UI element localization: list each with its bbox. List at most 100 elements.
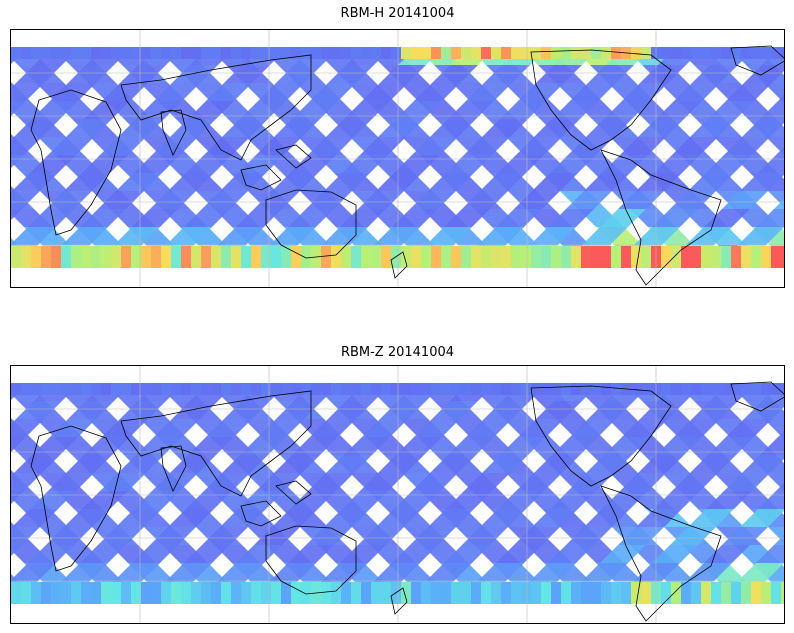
- swath-segment: [432, 65, 478, 83]
- polar-band-north: [711, 47, 721, 59]
- polar-band-north: [601, 383, 611, 395]
- polar-band-south: [621, 582, 631, 604]
- polar-band-north: [341, 47, 351, 59]
- swath-segment: [516, 473, 562, 491]
- polar-band-north: [101, 47, 111, 59]
- polar-band-south: [711, 246, 721, 268]
- polar-band-south: [421, 246, 431, 268]
- polar-band-north: [571, 47, 581, 59]
- swath-segment: [498, 491, 544, 509]
- swath-segment: [602, 155, 648, 173]
- polar-band-south: [121, 246, 131, 268]
- swath-segment: [432, 401, 478, 419]
- swath-segment: [272, 509, 318, 527]
- polar-band-north: [131, 47, 141, 59]
- swath-segment: [11, 209, 22, 220]
- swath-segment: [600, 209, 646, 227]
- polar-band-south: [81, 246, 91, 268]
- swath-segment: [48, 137, 94, 155]
- polar-band-south: [481, 582, 491, 604]
- swath-segment: [478, 227, 524, 245]
- polar-band-south: [541, 246, 551, 268]
- polar-band-south: [461, 246, 471, 268]
- swath-segment: [496, 209, 542, 227]
- polar-band-north: [551, 383, 561, 395]
- swath-segment: [686, 227, 732, 245]
- swath-segment: [100, 473, 146, 491]
- polar-band-north: [281, 47, 291, 59]
- polar-band-south: [11, 246, 21, 268]
- swath-segment: [634, 227, 680, 245]
- polar-band-south: [261, 582, 271, 604]
- polar-band-south: [241, 246, 251, 268]
- polar-band-south: [301, 246, 311, 268]
- swath-segment: [328, 401, 374, 419]
- polar-band-north: [161, 47, 171, 59]
- swath-segment: [738, 563, 784, 581]
- polar-band-south: [451, 582, 461, 604]
- swath-segment: [410, 191, 456, 209]
- swath-segment: [744, 401, 784, 419]
- swath-segment: [656, 101, 702, 119]
- swath-segment: [254, 527, 300, 545]
- polar-band-north: [561, 47, 571, 59]
- swath-segment: [168, 173, 214, 191]
- polar-band-south: [461, 582, 471, 604]
- polar-band-south: [671, 582, 681, 604]
- polar-band-north: [181, 47, 191, 59]
- swath-segment: [518, 83, 564, 101]
- swath-segment: [446, 155, 492, 173]
- polar-band-south: [511, 582, 521, 604]
- polar-band-south: [321, 582, 331, 604]
- polar-band-north: [671, 383, 681, 395]
- swath-segment: [100, 137, 146, 155]
- swath-segment: [184, 209, 230, 227]
- swath-segment: [270, 227, 316, 245]
- polar-band-south: [101, 246, 111, 268]
- polar-band-north: [421, 383, 431, 395]
- swath-segment: [552, 437, 598, 455]
- polar-band-south: [551, 582, 561, 604]
- swath-segment: [428, 173, 474, 191]
- swath-segment: [16, 65, 62, 83]
- swath-segment: [184, 545, 230, 563]
- polar-band-north: [341, 383, 351, 395]
- polar-band-north: [531, 383, 541, 395]
- swath-segment: [186, 155, 232, 173]
- swath-segment: [622, 419, 668, 437]
- polar-band-south: [701, 582, 711, 604]
- coastlines: [30, 45, 784, 286]
- swath-segment: [462, 527, 508, 545]
- polar-band-south: [361, 582, 371, 604]
- polar-band-north: [301, 47, 311, 59]
- polar-band-north: [511, 383, 521, 395]
- polar-band-north: [471, 383, 481, 395]
- swath-segment: [618, 527, 664, 545]
- swath-segment: [484, 401, 530, 419]
- polar-band-north: [431, 383, 441, 395]
- swath-segment: [188, 437, 234, 455]
- swath-segment: [132, 545, 178, 563]
- swath-segment: [206, 83, 252, 101]
- swath-segment: [672, 137, 718, 155]
- swath-segment: [430, 119, 476, 137]
- swath-segment: [222, 119, 268, 137]
- polar-band-south: [481, 246, 491, 268]
- swath-segment: [32, 101, 78, 119]
- swath-segment: [516, 137, 562, 155]
- polar-band-north: [611, 47, 621, 59]
- polar-band-north: [251, 47, 261, 59]
- swath-segment: [154, 83, 200, 101]
- swath-segment: [168, 509, 214, 527]
- polar-band-south: [421, 582, 431, 604]
- polar-band-south: [381, 246, 391, 268]
- swath-segment: [344, 437, 390, 455]
- polar-band-south: [781, 246, 784, 268]
- polar-band-south: [341, 582, 351, 604]
- polar-band-south: [491, 246, 501, 268]
- polar-band-south: [141, 246, 151, 268]
- swath-segment: [744, 65, 784, 83]
- coastline-outline: [120, 390, 312, 497]
- polar-band-north: [701, 47, 711, 59]
- swath-segment: [704, 209, 750, 227]
